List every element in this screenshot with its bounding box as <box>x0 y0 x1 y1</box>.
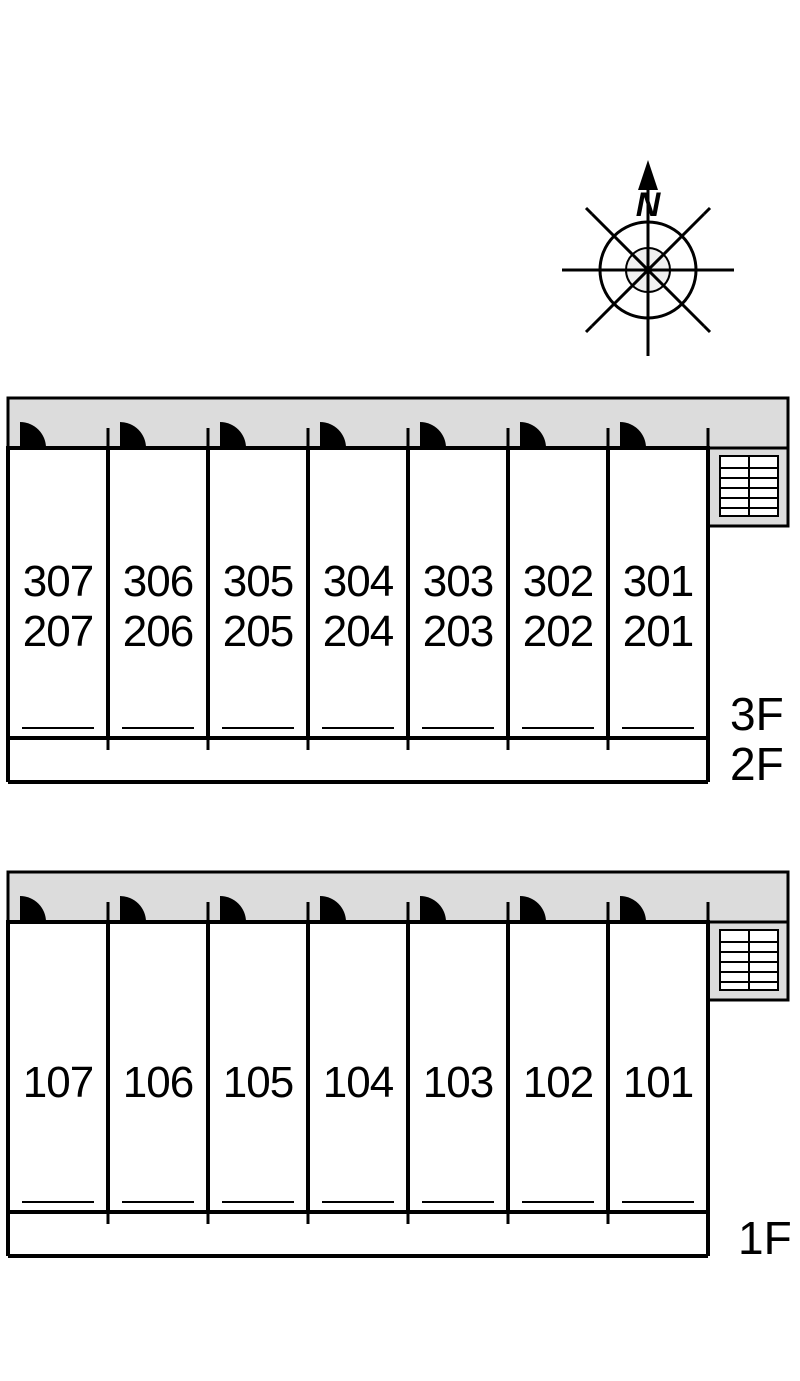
unit-label: 307 <box>23 557 93 606</box>
stair-icon <box>720 456 778 516</box>
unit-label: 305 <box>223 557 293 606</box>
unit-label: 203 <box>423 607 493 656</box>
floor-label-3f: 3F <box>730 688 784 740</box>
unit-label: 102 <box>523 1058 593 1107</box>
unit-label: 107 <box>23 1058 93 1107</box>
unit-label: 306 <box>123 557 193 606</box>
unit-label: 202 <box>523 607 593 656</box>
unit-label: 101 <box>623 1058 693 1107</box>
unit-label: 205 <box>223 607 293 656</box>
lower-block: 107 106 105 104 103 102 101 1F <box>8 872 792 1264</box>
unit-label: 206 <box>123 607 193 656</box>
compass-label: N <box>636 186 662 224</box>
floor-label-2f: 2F <box>730 738 784 790</box>
unit-label: 105 <box>223 1058 293 1107</box>
floor-label-1f: 1F <box>738 1212 792 1264</box>
unit-label: 204 <box>323 607 394 656</box>
unit-label: 104 <box>323 1058 394 1107</box>
unit-label: 103 <box>423 1058 493 1107</box>
unit-label: 303 <box>423 557 493 606</box>
unit-label: 106 <box>123 1058 193 1107</box>
floorplan-diagram: N <box>0 0 800 1381</box>
unit-label: 207 <box>23 607 93 656</box>
stair-icon <box>720 930 778 990</box>
unit-label: 302 <box>523 557 593 606</box>
compass-icon: N <box>562 160 734 356</box>
upper-block: 3072073062063052053042043032033022023012… <box>8 398 788 790</box>
unit-label: 301 <box>623 557 693 606</box>
unit-label: 201 <box>623 607 693 656</box>
unit-label: 304 <box>323 557 394 606</box>
